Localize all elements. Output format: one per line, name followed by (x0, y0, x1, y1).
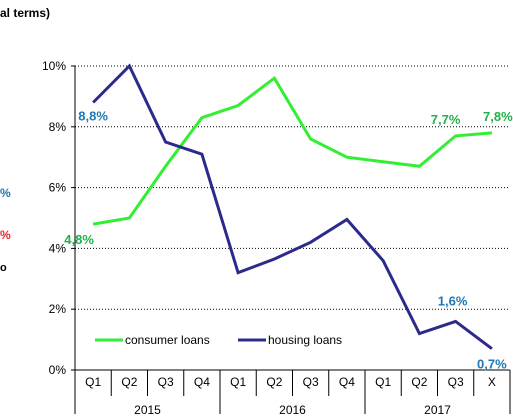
x-tick-label: X (488, 375, 496, 389)
data-label: 7,8% (483, 109, 513, 124)
x-tick-label: Q3 (158, 375, 174, 389)
y-tick-label: 10% (42, 59, 66, 73)
left-fragment-2: % (0, 228, 11, 242)
legend-label: housing loans (268, 333, 342, 347)
x-tick-label: Q1 (230, 375, 246, 389)
y-tick-label: 6% (49, 181, 67, 195)
x-tick-label: Q2 (266, 375, 282, 389)
y-tick-label: 2% (49, 302, 67, 316)
y-tick-label: 8% (49, 120, 67, 134)
left-fragment-1: % (0, 186, 11, 200)
chart-title: al terms) (0, 6, 51, 20)
x-tick-label: Q2 (121, 375, 137, 389)
series-line-consumer-loans (92, 75, 493, 226)
series-line-housing-loans (92, 63, 493, 350)
data-label: 4,8% (64, 232, 94, 247)
x-tick-label: Q2 (411, 375, 427, 389)
x-tick-label: Q1 (85, 375, 101, 389)
data-label: 8,8% (78, 108, 108, 123)
data-label: 0,7% (477, 357, 507, 372)
x-tick-label: Q3 (448, 375, 464, 389)
left-fragment-3: o (0, 262, 7, 274)
x-tick-label: Q4 (339, 375, 355, 389)
x-tick-label: Q4 (194, 375, 210, 389)
data-label: 7,7% (431, 112, 461, 127)
x-year-label: 2017 (424, 403, 451, 417)
chart-legend: consumer loans housing loans (95, 333, 342, 347)
x-tick-label: Q1 (375, 375, 391, 389)
chart-series (92, 63, 493, 350)
x-year-label: 2015 (134, 403, 161, 417)
y-tick-label: 0% (49, 363, 67, 377)
chart-data-labels: 4,8% 7,7% 7,8% 8,8% 1,6% 0,7% (64, 108, 513, 371)
data-label: 1,6% (438, 293, 468, 308)
x-year-label: 2016 (279, 403, 306, 417)
chart-grid (75, 65, 510, 310)
legend-label: consumer loans (125, 333, 210, 347)
x-tick-label: Q3 (303, 375, 319, 389)
chart-axes: 0% 2% 4% 6% 8% 10% Q1 Q2 Q3 Q4 Q1 Q2 Q3 Q4 Q1 Q2 Q3 X 2015… (42, 59, 511, 417)
y-tick-label: 4% (49, 241, 67, 255)
